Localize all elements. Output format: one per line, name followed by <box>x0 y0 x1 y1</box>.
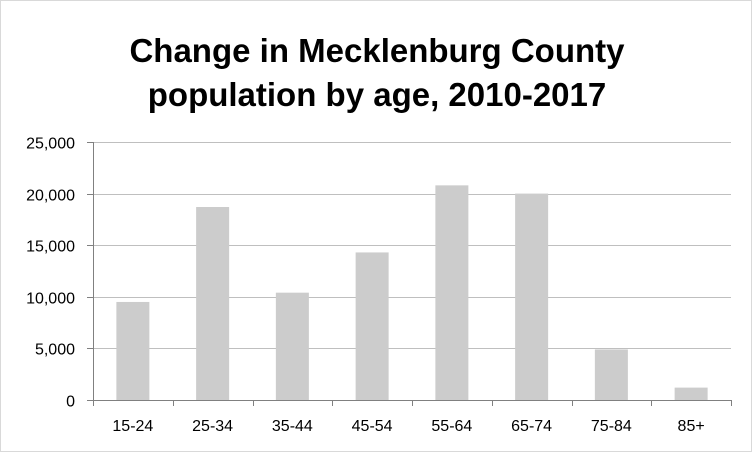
x-tick-label: 75-84 <box>591 418 632 435</box>
bars <box>116 185 708 400</box>
bar-45-54 <box>355 252 389 400</box>
x-tick-label: 25-34 <box>192 418 233 435</box>
axes <box>87 142 732 406</box>
bar-85+ <box>674 387 708 400</box>
chart-title-line-2: population by age, 2010-2017 <box>147 76 607 113</box>
bar-15-24 <box>116 301 150 400</box>
chart-title: Change in Mecklenburg County population … <box>1 29 751 117</box>
x-tick-labels: 15-24 25-34 35-44 45-54 55-64 65-74 75-84 85+ <box>112 418 704 435</box>
y-tick-label: 0 <box>66 394 75 411</box>
y-tick-label: 15,000 <box>26 239 75 256</box>
x-tick-label: 15-24 <box>112 418 153 435</box>
gridlines <box>93 142 731 349</box>
y-tick-label: 20,000 <box>26 188 75 205</box>
y-tick-labels: 0 5,000 10,000 15,000 20,000 25,000 <box>26 136 75 411</box>
x-tick-label: 35-44 <box>272 418 313 435</box>
bar-55-64 <box>435 185 469 400</box>
x-tick-label: 65-74 <box>511 418 552 435</box>
y-tick-label: 25,000 <box>26 136 75 153</box>
chart-title-line-1: Change in Mecklenburg County <box>129 32 625 69</box>
x-tick-label: 45-54 <box>352 418 393 435</box>
bar-35-44 <box>275 292 309 400</box>
bar-75-84 <box>594 349 628 400</box>
x-tick-label: 55-64 <box>431 418 472 435</box>
x-tick-label: 85+ <box>678 418 705 435</box>
y-tick-label: 10,000 <box>26 291 75 308</box>
bar-25-34 <box>196 207 230 400</box>
bar-65-74 <box>515 193 549 400</box>
y-tick-label: 5,000 <box>35 342 75 359</box>
